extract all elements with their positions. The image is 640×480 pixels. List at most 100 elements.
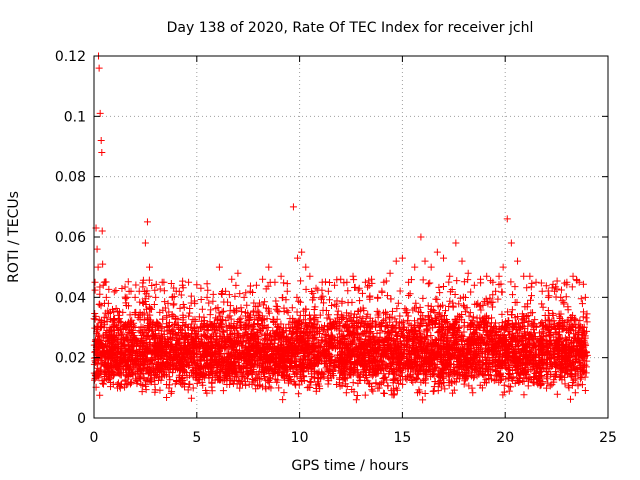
data-point	[338, 327, 346, 335]
data-point	[486, 371, 494, 379]
data-point	[163, 393, 171, 401]
data-point	[498, 310, 506, 318]
data-point	[568, 373, 576, 381]
data-point	[368, 386, 376, 394]
data-point	[523, 342, 531, 350]
data-point	[516, 371, 524, 379]
data-point	[573, 365, 581, 373]
data-point	[306, 383, 314, 391]
data-point	[502, 375, 510, 383]
data-point	[446, 297, 454, 305]
data-point	[324, 374, 332, 382]
data-point	[197, 365, 205, 373]
data-point	[215, 375, 223, 383]
data-point	[100, 334, 108, 342]
data-point	[339, 344, 347, 352]
data-point	[369, 387, 377, 395]
data-point	[294, 390, 302, 398]
data-point	[122, 381, 130, 389]
data-point	[441, 385, 449, 393]
data-point	[280, 307, 288, 315]
data-point	[550, 378, 558, 386]
data-point	[546, 382, 554, 390]
data-point	[476, 381, 484, 389]
data-point	[476, 357, 484, 365]
data-point	[199, 381, 207, 389]
data-point	[416, 323, 424, 331]
data-point	[220, 328, 228, 336]
data-point	[546, 353, 554, 361]
data-point	[421, 390, 429, 398]
data-point	[445, 371, 453, 379]
data-point	[473, 339, 481, 347]
data-point	[185, 381, 193, 389]
data-point	[369, 332, 377, 340]
data-point	[365, 380, 373, 388]
data-point	[460, 380, 468, 388]
data-point	[96, 391, 104, 399]
data-point	[567, 395, 574, 403]
data-point	[582, 363, 590, 371]
data-point	[238, 308, 246, 316]
data-point	[507, 383, 515, 391]
data-point	[359, 314, 367, 322]
data-point	[557, 341, 565, 349]
data-point	[189, 384, 197, 392]
data-point	[285, 320, 293, 328]
data-point	[458, 332, 466, 340]
data-point	[571, 389, 579, 397]
data-point	[312, 346, 320, 354]
data-point	[291, 380, 299, 388]
data-point	[579, 327, 587, 335]
data-point	[352, 396, 360, 404]
data-point	[219, 387, 227, 395]
data-point	[185, 312, 193, 320]
data-point	[449, 389, 457, 397]
data-point	[319, 325, 327, 333]
data-point	[187, 394, 195, 402]
data-point	[147, 377, 155, 385]
data-point	[418, 350, 426, 358]
data-point	[132, 377, 140, 385]
data-point	[340, 375, 348, 383]
data-point	[380, 374, 388, 382]
data-point	[380, 389, 388, 397]
data-point	[379, 374, 387, 382]
data-point	[577, 373, 585, 381]
data-point	[155, 327, 163, 335]
data-point	[179, 314, 187, 322]
data-point	[349, 379, 357, 387]
data-point	[163, 380, 171, 388]
data-points	[90, 52, 591, 404]
data-point	[475, 363, 483, 371]
data-point	[217, 333, 225, 341]
data-point	[435, 380, 443, 388]
data-point	[248, 329, 256, 337]
data-point	[223, 368, 231, 376]
data-point	[308, 373, 316, 381]
data-point	[265, 370, 273, 378]
data-point	[477, 306, 485, 314]
data-point	[305, 337, 313, 345]
data-point	[156, 386, 164, 394]
chart-title: Day 138 of 2020, Rate Of TEC Index for r…	[167, 20, 534, 36]
data-point	[462, 357, 470, 365]
data-point	[202, 386, 210, 394]
data-point	[307, 378, 315, 386]
data-point	[200, 330, 208, 338]
data-point	[208, 387, 216, 395]
data-point	[583, 318, 591, 326]
data-point	[553, 390, 561, 398]
data-point	[297, 377, 305, 385]
data-point	[499, 391, 507, 399]
data-point	[552, 368, 560, 376]
data-point	[333, 334, 341, 342]
data-point	[361, 391, 369, 399]
data-point	[165, 384, 173, 392]
data-point	[94, 331, 102, 339]
data-point	[419, 396, 427, 404]
data-point	[155, 373, 163, 381]
data-point	[396, 337, 404, 345]
data-point	[306, 378, 314, 386]
